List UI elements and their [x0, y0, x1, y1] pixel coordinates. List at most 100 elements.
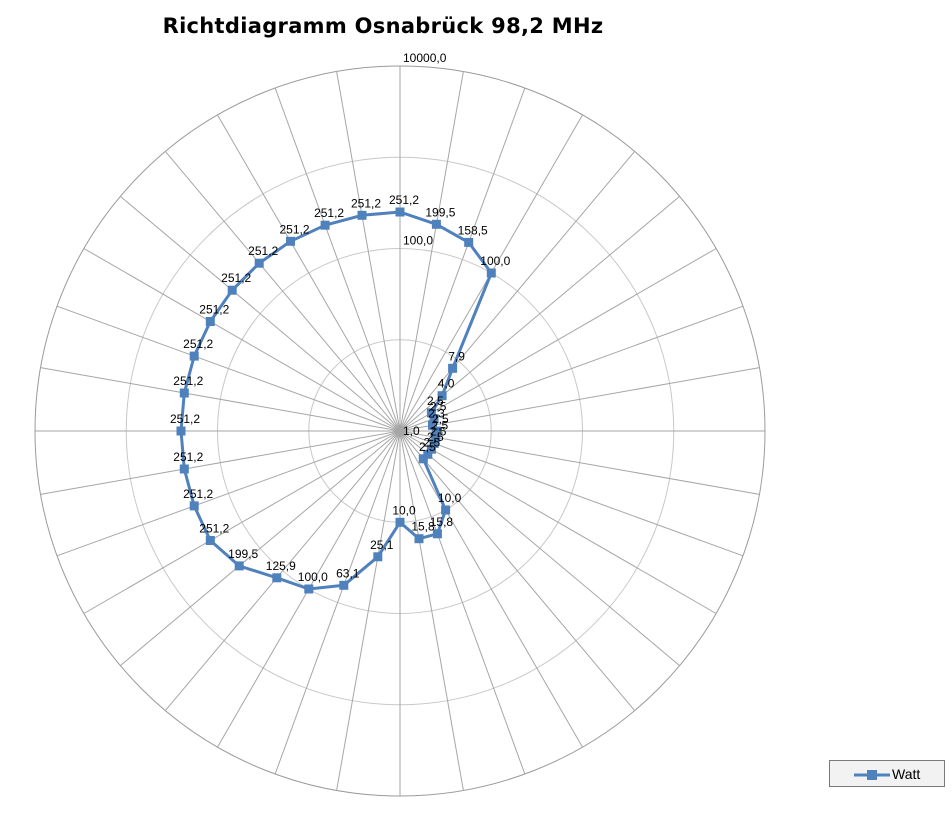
data-label: 2,5: [431, 418, 448, 432]
data-point: [432, 529, 442, 539]
data-label: 2,5: [430, 400, 447, 414]
data-point: [286, 236, 295, 246]
data-label: 251,2: [183, 487, 213, 501]
grid-spoke: [336, 430, 401, 791]
data-point: [357, 210, 367, 220]
data-point: [205, 317, 215, 326]
data-label: 251,2: [173, 374, 203, 388]
data-label: 2,5: [423, 435, 440, 449]
data-label: 25,1: [370, 538, 394, 552]
grid-spoke: [83, 248, 401, 432]
grid-spoke: [399, 305, 744, 432]
data-label: 251,2: [351, 196, 381, 210]
data-label: 15,8: [430, 515, 454, 529]
data-label: 251,2: [389, 193, 419, 207]
grid-spoke: [399, 430, 526, 775]
data-point: [431, 432, 441, 442]
data-label: 251,2: [199, 303, 229, 317]
data-label: 15,8: [411, 520, 435, 534]
data-label: 2,5: [427, 394, 444, 408]
grid-spoke: [399, 367, 760, 432]
axis-tick-label: 1,0: [403, 424, 420, 438]
data-point: [339, 580, 349, 590]
data-point: [426, 408, 436, 418]
legend: Watt: [829, 760, 945, 787]
grid-spoke: [399, 430, 760, 495]
data-point: [189, 351, 199, 361]
data-label: 2,5: [419, 440, 436, 454]
grid-spoke: [399, 151, 636, 432]
data-label: 251,2: [279, 222, 309, 236]
grid-spoke: [164, 430, 401, 711]
axis-labels: 1,0 100,0 10000,0: [403, 51, 447, 438]
data-label: 125,9: [266, 559, 296, 573]
grid-spoke: [56, 305, 401, 432]
data-point: [418, 454, 428, 464]
legend-label-watt: Watt: [892, 765, 921, 782]
data-point: [464, 237, 474, 247]
grid-spoke: [83, 430, 401, 614]
data-point: [234, 561, 244, 571]
data-label: 199,5: [425, 205, 455, 219]
grid-spoke: [399, 87, 526, 432]
data-label: 251,2: [199, 522, 229, 536]
grid-spoke: [40, 430, 401, 495]
data-label: 158,5: [458, 223, 488, 237]
data-point: [437, 391, 447, 401]
grid-spoke: [274, 430, 401, 775]
data-label: 199,5: [228, 547, 258, 561]
data-point: [205, 536, 215, 545]
axis-tick-label: 100,0: [403, 234, 433, 248]
data-point: [179, 464, 189, 474]
grid-spoke: [399, 430, 744, 557]
data-label: 251,2: [248, 244, 278, 258]
data-point: [395, 517, 405, 527]
data-label: 251,2: [170, 412, 200, 426]
grid-spoke: [399, 71, 464, 432]
data-label: 100,0: [298, 570, 328, 584]
data-label: 2,5: [432, 412, 449, 426]
grid-spoke: [120, 430, 401, 667]
data-point: [373, 552, 383, 562]
data-point: [227, 285, 237, 295]
data-labels: 251,2199,5158,5100,07,94,02,52,52,32,52,…: [170, 193, 511, 584]
data-point: [189, 501, 199, 511]
data-point: [176, 426, 186, 436]
data-label: 251,2: [183, 337, 213, 351]
grid-spoke: [336, 71, 401, 432]
data-point: [429, 438, 439, 448]
axis-tick-label: 10000,0: [403, 51, 447, 65]
data-label: 63,1: [336, 566, 360, 580]
data-point: [428, 420, 437, 430]
grid-spoke: [56, 430, 401, 557]
grid-spoke: [399, 195, 680, 432]
data-label: 251,2: [221, 271, 251, 285]
grid-spoke: [399, 248, 717, 432]
grid-spoke: [217, 114, 401, 432]
data-label: 251,2: [314, 206, 344, 220]
data-point: [486, 268, 496, 278]
data-point: [441, 505, 451, 515]
grid-spoke: [274, 87, 401, 432]
data-label: 10,0: [438, 491, 462, 505]
grid: [34, 65, 766, 797]
data-label: 251,2: [173, 450, 203, 464]
series-watt: [176, 207, 496, 594]
data-point: [429, 414, 439, 424]
data-point: [426, 444, 436, 454]
data-point: [431, 219, 441, 229]
grid-spoke: [399, 430, 464, 791]
grid-spoke: [399, 430, 636, 711]
data-label: 10,0: [392, 503, 416, 517]
data-point: [448, 363, 458, 373]
data-point: [179, 388, 189, 398]
data-label: 7,9: [448, 349, 465, 363]
legend-swatch-watt: [854, 767, 890, 781]
data-label: 100,0: [480, 254, 510, 268]
data-point: [320, 220, 330, 230]
data-label: 4,0: [438, 377, 455, 391]
grid-spoke: [399, 430, 717, 614]
data-point: [395, 207, 405, 217]
